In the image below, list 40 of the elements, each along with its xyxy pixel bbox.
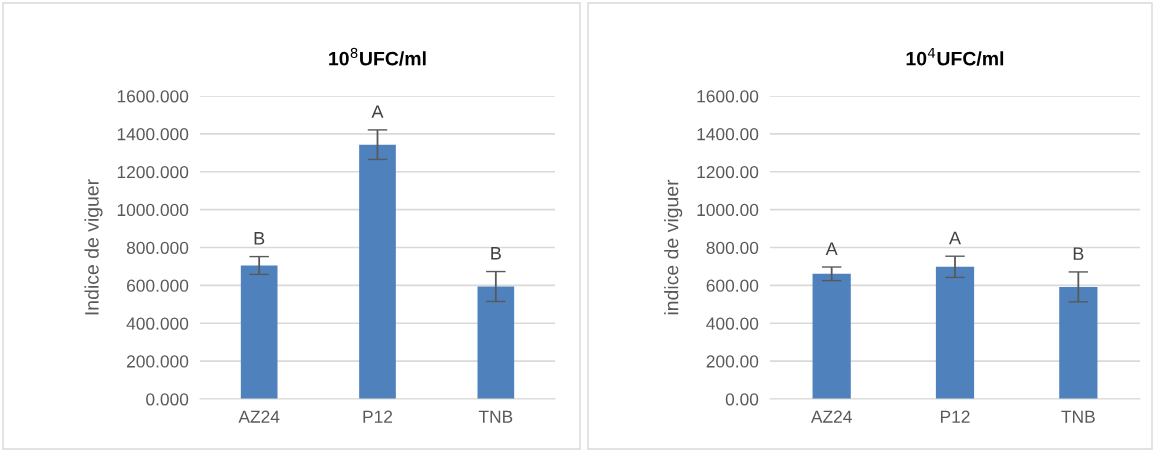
y-tick-label: 400.000: [126, 317, 189, 330]
y-tick-label: 600.000: [127, 279, 189, 292]
y-tick-label: 600.00: [706, 279, 759, 292]
y-tick-label: 1000.00: [697, 203, 759, 217]
y-tick-label: 200.000: [127, 355, 189, 368]
y-tick-label: 800.00: [706, 241, 759, 254]
y-tick-label: 1200.00: [697, 165, 759, 179]
y-tick-label: 1000.000: [117, 203, 189, 217]
x-tick-label: AZ24: [238, 410, 280, 423]
y-tick-label: 1600.000: [117, 90, 189, 103]
annotation: A: [949, 231, 961, 245]
y-tick-label: 400.00: [706, 317, 759, 330]
annotation: B: [491, 247, 501, 260]
y-tick-label: 1200.000: [117, 165, 189, 179]
y-tick-label: 0.00: [725, 393, 759, 406]
y-tick-label: 1400.000: [117, 128, 189, 141]
chart-title: 10$^{4}$UFC/ml: [906, 47, 1004, 66]
y-tick-label: 0.000: [146, 393, 189, 406]
x-tick-label: P12: [363, 410, 393, 423]
y-tick-label: 800.000: [126, 241, 189, 254]
annotation: B: [254, 232, 265, 245]
x-tick-label: TNB: [1061, 410, 1095, 423]
x-tick-label: AZ24: [810, 410, 852, 423]
y-tick-label: 200.00: [706, 355, 759, 368]
y-axis-title: Indice de viguer: [84, 179, 103, 315]
y-tick-label: 1400.00: [697, 128, 759, 141]
chart-title: 10$^{8}$UFC/ml: [329, 47, 426, 66]
x-tick-label: P12: [940, 410, 970, 423]
bar: [477, 286, 515, 399]
annotation: B: [1073, 247, 1084, 260]
bar: [1059, 286, 1098, 399]
bar: [812, 273, 851, 399]
bar: [935, 266, 975, 399]
annotation: A: [371, 105, 384, 118]
x-tick-label: TNB: [478, 410, 513, 423]
annotation: A: [825, 242, 838, 255]
y-axis-title: indice de viguer: [664, 179, 683, 315]
y-tick-label: 1600.00: [697, 90, 759, 103]
bar: [359, 144, 396, 399]
bar: [240, 265, 278, 399]
